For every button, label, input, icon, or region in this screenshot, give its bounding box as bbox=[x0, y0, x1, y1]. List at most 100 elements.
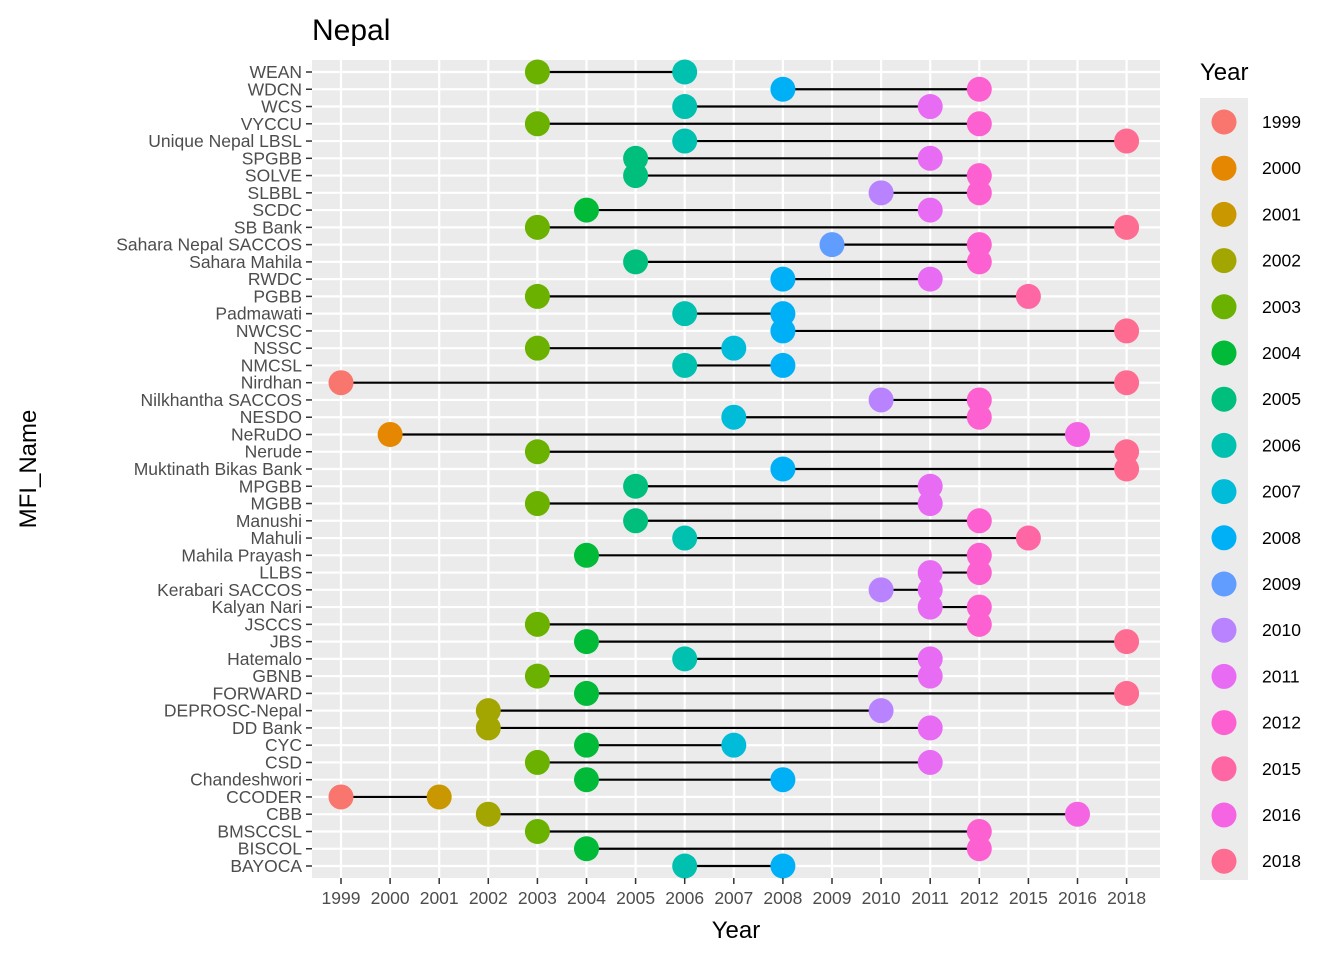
end-point bbox=[1114, 629, 1140, 655]
legend-key bbox=[1211, 617, 1237, 643]
legend-key bbox=[1211, 479, 1237, 505]
start-point bbox=[377, 421, 403, 447]
x-tick-label: 2003 bbox=[518, 888, 557, 908]
x-tick-label: 2002 bbox=[469, 888, 508, 908]
y-tick-label: RWDC bbox=[248, 269, 302, 289]
end-point bbox=[966, 560, 992, 586]
start-point bbox=[574, 767, 599, 793]
legend-label: 2018 bbox=[1262, 851, 1301, 871]
start-point bbox=[475, 801, 501, 827]
y-tick-label: MGBB bbox=[250, 494, 302, 514]
y-tick-label: BISCOL bbox=[238, 839, 302, 859]
x-tick-label: 2008 bbox=[763, 888, 802, 908]
y-tick-label: GBNB bbox=[252, 666, 302, 686]
x-axis: 1999 2000 2001 2002 2003 2004 2005 2006 2007 2008… bbox=[322, 878, 1146, 908]
start-point bbox=[524, 749, 550, 775]
legend-title: Year bbox=[1200, 59, 1249, 86]
start-point bbox=[524, 491, 550, 517]
y-tick-label: SLBBL bbox=[248, 183, 303, 203]
end-point bbox=[966, 232, 992, 258]
x-tick-label: 2009 bbox=[813, 888, 852, 908]
end-point bbox=[770, 352, 796, 378]
y-tick-label: SPGBB bbox=[242, 148, 302, 168]
end-point bbox=[917, 197, 943, 223]
end-point bbox=[770, 853, 796, 879]
end-point bbox=[966, 76, 992, 102]
end-point bbox=[966, 387, 992, 413]
y-tick-label: NESDO bbox=[240, 407, 302, 427]
legend-label: 2004 bbox=[1262, 343, 1301, 363]
legend-key bbox=[1211, 432, 1237, 458]
start-point bbox=[524, 663, 550, 689]
start-point bbox=[623, 508, 649, 534]
legend-key bbox=[1211, 802, 1237, 828]
legend-label: 1999 bbox=[1262, 112, 1301, 132]
end-point bbox=[966, 836, 992, 862]
y-tick-label: WCS bbox=[261, 97, 302, 117]
end-point bbox=[917, 491, 943, 517]
y-tick-label: NSSC bbox=[253, 338, 302, 358]
y-tick-label: WEAN bbox=[250, 62, 303, 82]
end-point bbox=[966, 818, 992, 844]
x-axis-title: Year bbox=[712, 917, 761, 944]
legend-label: 2015 bbox=[1262, 759, 1301, 779]
x-tick-label: 2006 bbox=[665, 888, 704, 908]
start-point bbox=[672, 128, 698, 154]
y-tick-label: Kalyan Nari bbox=[212, 597, 302, 617]
start-point bbox=[770, 76, 796, 102]
end-point bbox=[917, 749, 943, 775]
start-point bbox=[868, 577, 894, 603]
legend-key bbox=[1211, 756, 1237, 782]
y-axis-title: MFI_Name bbox=[15, 410, 42, 529]
start-point bbox=[770, 456, 796, 482]
end-point bbox=[917, 266, 943, 292]
legend-label: 2006 bbox=[1262, 435, 1301, 455]
start-point bbox=[868, 180, 894, 206]
legend-label: 2009 bbox=[1262, 574, 1301, 594]
y-tick-label: SCDC bbox=[252, 200, 302, 220]
end-point bbox=[966, 508, 992, 534]
y-tick-label: CSD bbox=[265, 752, 302, 772]
start-point bbox=[574, 542, 599, 568]
y-tick-label: NWCSC bbox=[236, 321, 302, 341]
y-tick-label: WDCN bbox=[248, 79, 302, 99]
end-point bbox=[672, 59, 698, 85]
x-tick-label: 2007 bbox=[714, 888, 753, 908]
y-tick-label: Mahuli bbox=[250, 528, 302, 548]
legend-key bbox=[1211, 201, 1237, 227]
year-points bbox=[328, 59, 1140, 879]
start-point bbox=[672, 352, 698, 378]
x-tick-label: 1999 bbox=[322, 888, 361, 908]
legend-key bbox=[1211, 848, 1237, 874]
end-point bbox=[1065, 801, 1090, 827]
y-tick-label: Kerabari SACCOS bbox=[157, 580, 302, 600]
start-point bbox=[574, 836, 599, 862]
y-tick-label: BAYOCA bbox=[230, 856, 302, 876]
y-tick-label: Muktinath Bikas Bank bbox=[134, 459, 303, 479]
legend-key bbox=[1211, 294, 1237, 320]
legend-label: 2012 bbox=[1262, 713, 1301, 733]
y-tick-label: Mahila Prayash bbox=[181, 545, 302, 565]
end-point bbox=[966, 611, 992, 637]
legend-label: 2010 bbox=[1262, 620, 1301, 640]
y-tick-label: BMSCCSL bbox=[217, 821, 302, 841]
legend-key bbox=[1211, 155, 1237, 181]
end-point bbox=[426, 784, 452, 810]
y-tick-label: DD Bank bbox=[232, 718, 302, 738]
end-point bbox=[966, 404, 992, 430]
start-point bbox=[524, 439, 550, 465]
end-point bbox=[1114, 680, 1140, 706]
start-point bbox=[917, 594, 943, 620]
x-tick-label: 2000 bbox=[371, 888, 410, 908]
start-point bbox=[623, 163, 649, 189]
y-tick-label: NeRuDO bbox=[231, 424, 302, 444]
start-point bbox=[475, 715, 501, 741]
chart-title: Nepal bbox=[312, 14, 390, 47]
start-point bbox=[524, 59, 550, 85]
end-point bbox=[770, 767, 796, 793]
end-point bbox=[721, 732, 747, 758]
start-point bbox=[574, 732, 599, 758]
start-point bbox=[917, 560, 943, 586]
end-point bbox=[1114, 214, 1140, 240]
start-point bbox=[672, 94, 698, 120]
